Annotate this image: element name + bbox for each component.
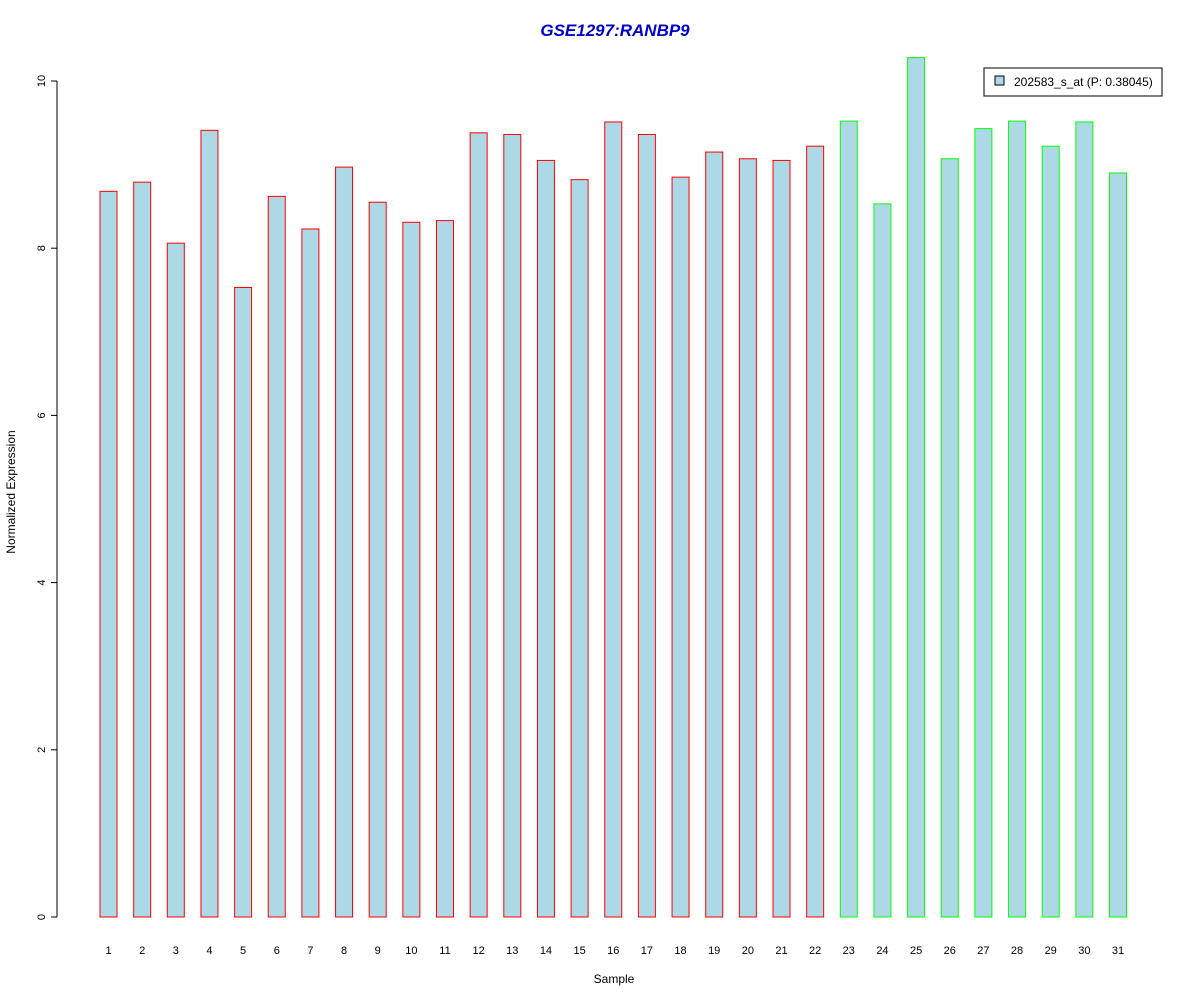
x-tick-label: 26 bbox=[944, 945, 956, 957]
x-tick-label: 29 bbox=[1045, 945, 1057, 957]
bar-sample-14 bbox=[536, 159, 555, 918]
x-tick-label: 6 bbox=[274, 945, 280, 957]
bar-sample-24 bbox=[873, 203, 892, 918]
bar-sample-8 bbox=[335, 166, 354, 918]
bar-sample-25 bbox=[907, 57, 926, 918]
x-tick-label: 25 bbox=[910, 945, 922, 957]
x-tick-label: 31 bbox=[1112, 945, 1124, 957]
x-tick-label: 12 bbox=[473, 945, 485, 957]
x-tick-label: 10 bbox=[405, 945, 417, 957]
legend-box bbox=[983, 67, 1163, 97]
bar-sample-19 bbox=[705, 151, 724, 918]
x-tick-label: 5 bbox=[240, 945, 246, 957]
bar-sample-5 bbox=[234, 286, 253, 918]
bar-sample-3 bbox=[166, 242, 185, 918]
bar-sample-21 bbox=[772, 159, 791, 918]
x-tick-label: 30 bbox=[1078, 945, 1090, 957]
bar-sample-26 bbox=[940, 158, 959, 918]
bar-sample-17 bbox=[637, 134, 656, 918]
bar-sample-29 bbox=[1041, 145, 1060, 918]
bar-sample-31 bbox=[1109, 172, 1127, 918]
bar-sample-11 bbox=[436, 220, 454, 918]
x-tick-label: 3 bbox=[173, 945, 179, 957]
bars-group bbox=[99, 57, 1127, 918]
bar-sample-13 bbox=[503, 134, 522, 918]
y-axis: 0 2 4 6 8 10 bbox=[36, 75, 58, 920]
bar-sample-20 bbox=[738, 158, 757, 918]
bar-sample-16 bbox=[604, 121, 623, 918]
bar-sample-9 bbox=[368, 201, 387, 918]
bar-sample-18 bbox=[671, 176, 690, 918]
x-tick-label: 24 bbox=[876, 945, 888, 957]
bar-sample-15 bbox=[570, 179, 589, 918]
x-tick-label: 14 bbox=[540, 945, 552, 957]
x-tick-label: 17 bbox=[641, 945, 653, 957]
y-tick-label: 8 bbox=[36, 245, 48, 251]
legend-swatch bbox=[994, 75, 1005, 86]
bar-sample-1 bbox=[99, 190, 118, 918]
x-tick-label: 13 bbox=[506, 945, 518, 957]
chart-title: GSE1297:RANBP9 bbox=[540, 21, 690, 40]
x-tick-label: 22 bbox=[809, 945, 821, 957]
x-axis-label: Sample bbox=[594, 972, 635, 986]
x-tick-label: 18 bbox=[674, 945, 686, 957]
bar-sample-27 bbox=[974, 128, 993, 918]
bar-sample-6 bbox=[267, 195, 286, 918]
bar-sample-30 bbox=[1075, 121, 1094, 918]
bar-sample-23 bbox=[839, 120, 858, 918]
x-tick-label: 20 bbox=[742, 945, 754, 957]
x-tick-label: 8 bbox=[341, 945, 347, 957]
x-tick-label: 19 bbox=[708, 945, 720, 957]
x-tick-label: 4 bbox=[206, 945, 212, 957]
bar-sample-22 bbox=[806, 145, 825, 918]
y-tick-label: 6 bbox=[36, 412, 48, 418]
legend-label: 202583_s_at (P: 0.38045) bbox=[1014, 75, 1153, 89]
x-tick-label: 11 bbox=[439, 945, 450, 957]
y-tick-label: 2 bbox=[36, 747, 48, 753]
bar-sample-10 bbox=[402, 221, 421, 918]
x-tick-label: 28 bbox=[1011, 945, 1023, 957]
x-tick-label: 7 bbox=[307, 945, 313, 957]
y-tick-label: 4 bbox=[36, 580, 48, 586]
bar-sample-7 bbox=[301, 228, 320, 918]
legend: 202583_s_at (P: 0.38045) bbox=[983, 67, 1163, 97]
y-axis-label: Normalized Expression bbox=[4, 430, 18, 553]
y-tick-label: 10 bbox=[36, 75, 48, 87]
x-tick-label: 16 bbox=[607, 945, 619, 957]
x-axis-tick-labels: 1 2 3 4 5 6 7 8 9 10 11 12 13 14 15 16 17 18 19 20 21 22 23 24 2… bbox=[105, 945, 1124, 957]
x-tick-label: 2 bbox=[139, 945, 145, 957]
bar-sample-28 bbox=[1008, 120, 1027, 918]
x-tick-label: 21 bbox=[775, 945, 787, 957]
x-tick-label: 9 bbox=[375, 945, 381, 957]
x-tick-label: 15 bbox=[573, 945, 585, 957]
bar-sample-12 bbox=[469, 132, 488, 918]
bar-sample-2 bbox=[133, 181, 152, 918]
x-tick-label: 27 bbox=[977, 945, 989, 957]
x-tick-label: 23 bbox=[843, 945, 855, 957]
x-tick-label: 1 bbox=[105, 945, 111, 957]
bar-sample-4 bbox=[200, 129, 219, 918]
y-tick-label: 0 bbox=[36, 914, 48, 920]
